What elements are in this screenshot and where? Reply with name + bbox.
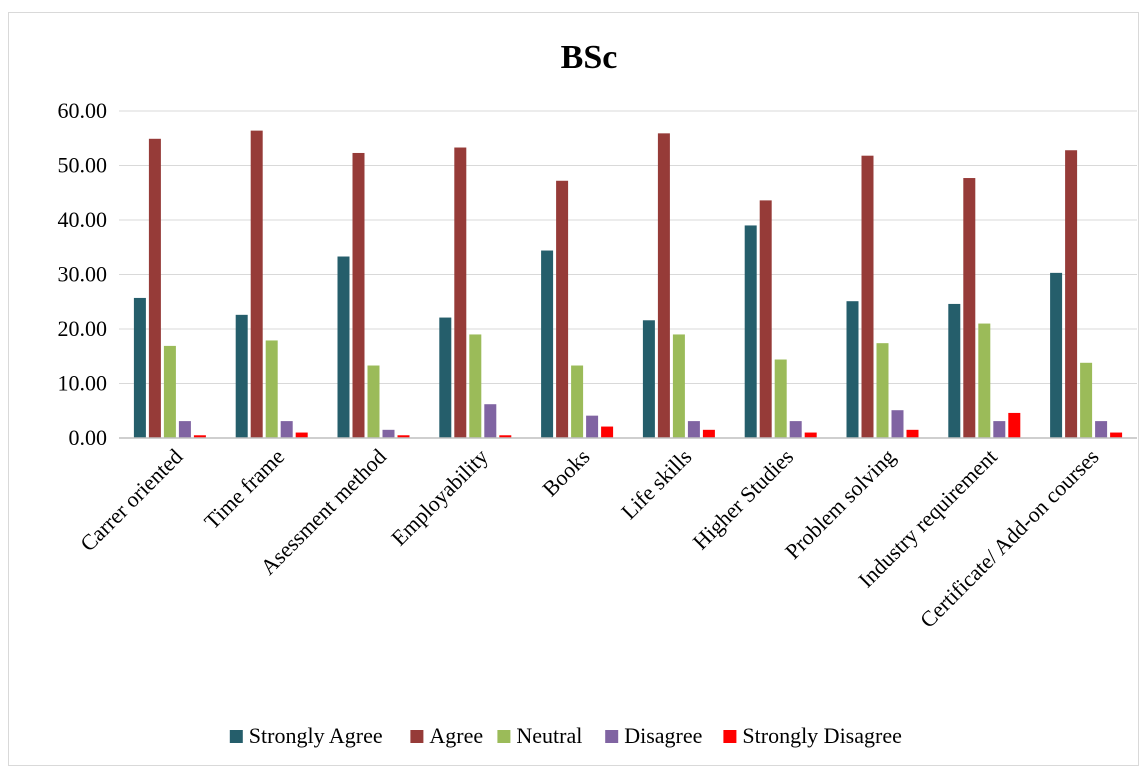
category-label: Higher Studies xyxy=(688,444,799,555)
legend-swatch-disagree xyxy=(605,730,619,743)
y-axis-ticks: 0.00 10.00 20.00 30.00 40.00 50.00 60.00 xyxy=(58,98,108,450)
bar-strongly-agree xyxy=(846,301,859,438)
bar-disagree xyxy=(1095,421,1108,438)
bar-strongly-disagree xyxy=(702,429,715,438)
bar-neutral xyxy=(571,365,584,438)
bar-strongly-agree xyxy=(439,317,452,438)
bar-strongly-agree xyxy=(541,250,554,438)
bar-agree xyxy=(1065,150,1078,439)
legend-label-disagree: Disagree xyxy=(624,723,702,748)
bar-strongly-agree xyxy=(642,320,655,438)
bar-agree xyxy=(759,200,772,438)
bar-strongly-agree xyxy=(744,225,757,438)
bar-strongly-disagree xyxy=(295,432,308,438)
bar-chart: BSc 0.00 10.00 20.00 30.00 40.00 50.00 60.00 C… xyxy=(58,39,1137,748)
bar-strongly-disagree xyxy=(906,429,919,438)
bar-strongly-agree xyxy=(948,303,961,438)
bar-neutral xyxy=(672,334,685,438)
bar-disagree xyxy=(687,421,700,438)
bar-agree xyxy=(352,152,365,438)
bar-agree xyxy=(963,178,976,438)
bar-strongly-agree xyxy=(235,314,248,438)
bar-disagree xyxy=(178,421,191,438)
bar-neutral xyxy=(774,359,787,438)
bar-disagree xyxy=(484,404,497,438)
legend-swatch-agree xyxy=(410,730,424,743)
bar-neutral xyxy=(265,340,278,438)
legend-label-strongly-disagree: Strongly Disagree xyxy=(742,723,901,748)
bar-neutral xyxy=(163,345,176,438)
bar-agree xyxy=(250,130,263,438)
bar-agree xyxy=(454,147,467,438)
bar-neutral xyxy=(876,343,889,438)
bar-disagree xyxy=(993,421,1006,438)
bar-strongly-agree xyxy=(133,297,146,438)
category-label: Carrer oriented xyxy=(75,444,187,556)
chart-frame: BSc 0.00 10.00 20.00 30.00 40.00 50.00 60.00 C… xyxy=(8,12,1139,766)
chart-title: BSc xyxy=(561,39,618,76)
legend-swatch-strongly-disagree xyxy=(723,730,737,743)
category-label: Life skills xyxy=(616,444,696,524)
category-label: Time frame xyxy=(199,444,289,534)
bar-agree xyxy=(556,180,569,438)
bar-strongly-agree xyxy=(337,256,350,438)
bar-strongly-disagree xyxy=(601,426,614,438)
bar-strongly-disagree xyxy=(397,435,410,438)
bar-agree xyxy=(657,133,670,438)
bar-agree xyxy=(148,138,161,439)
bar-agree xyxy=(861,155,874,438)
y-tick-label: 0.00 xyxy=(69,425,108,450)
bar-strongly-disagree xyxy=(193,435,206,438)
bar-neutral xyxy=(978,323,991,438)
bar-disagree xyxy=(280,421,293,438)
category-label: Books xyxy=(537,444,594,501)
y-tick-label: 60.00 xyxy=(58,98,108,123)
category-label: Employability xyxy=(386,444,493,551)
y-tick-label: 20.00 xyxy=(58,316,108,341)
legend-swatch-neutral xyxy=(497,730,511,743)
legend-swatch-strongly-agree xyxy=(229,730,243,743)
bar-strongly-disagree xyxy=(1008,412,1021,438)
bar-disagree xyxy=(382,429,395,438)
y-tick-label: 30.00 xyxy=(58,262,108,287)
bar-strongly-disagree xyxy=(804,432,817,438)
bar-neutral xyxy=(367,365,380,438)
bars xyxy=(133,130,1123,439)
bar-disagree xyxy=(586,415,599,438)
legend-label-strongly-agree: Strongly Agree xyxy=(249,723,383,748)
y-tick-label: 10.00 xyxy=(58,371,108,396)
bar-strongly-disagree xyxy=(1110,432,1123,438)
y-tick-label: 50.00 xyxy=(58,153,108,178)
legend-label-neutral: Neutral xyxy=(516,723,582,748)
category-label: Certificate/ Add-on courses xyxy=(915,444,1104,633)
bar-neutral xyxy=(1080,362,1093,438)
bar-strongly-agree xyxy=(1050,272,1063,438)
y-tick-label: 40.00 xyxy=(58,207,108,232)
bar-disagree xyxy=(891,410,904,438)
legend-label-agree: Agree xyxy=(429,723,483,748)
legend: Strongly Agree Agree Neutral Disagree Strong… xyxy=(229,723,902,748)
bar-neutral xyxy=(469,334,482,438)
bar-strongly-disagree xyxy=(499,435,512,438)
bar-disagree xyxy=(789,421,802,438)
